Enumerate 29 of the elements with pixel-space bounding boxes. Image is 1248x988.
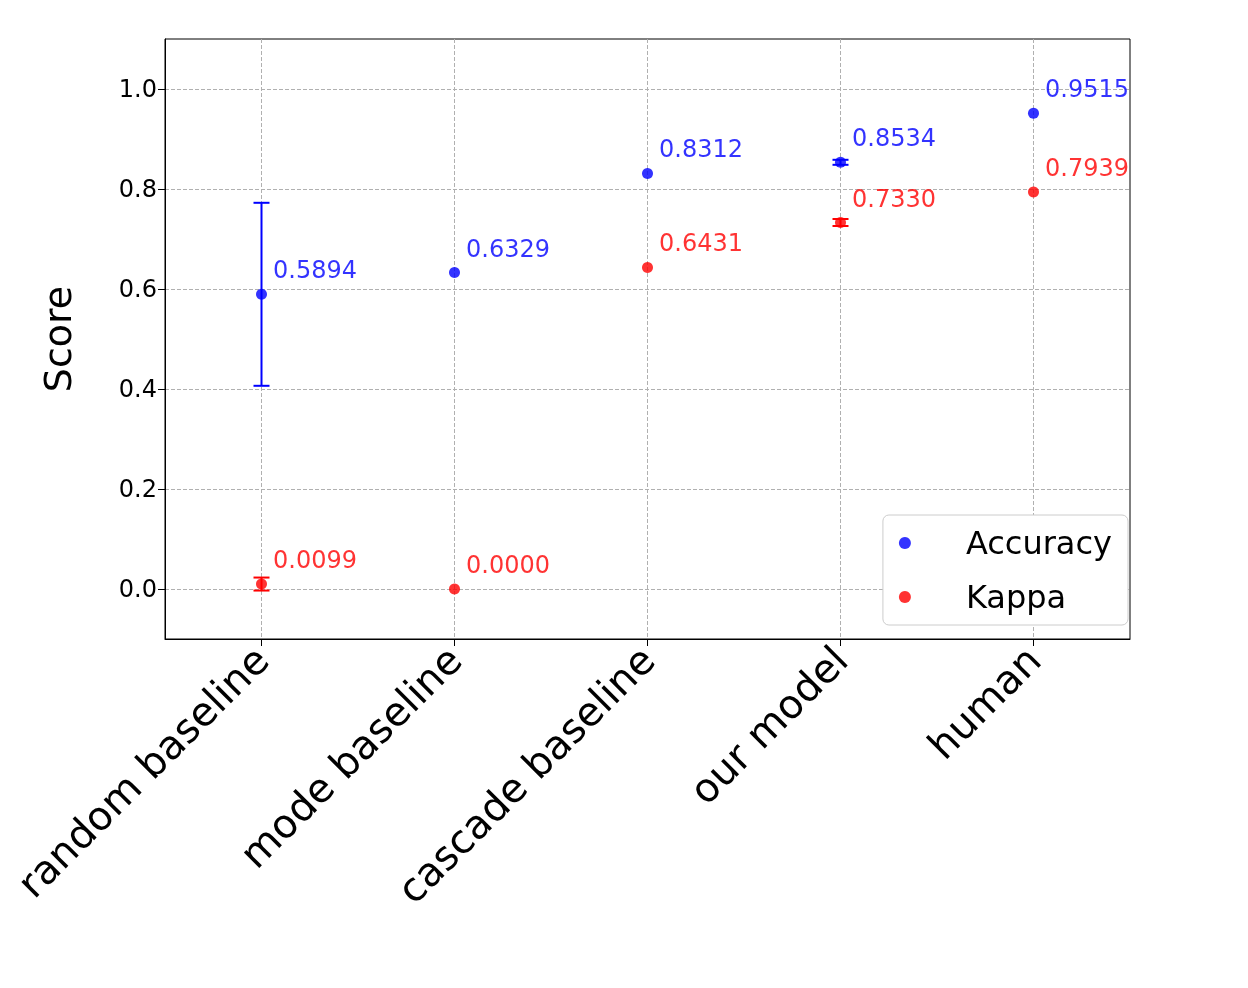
- y-tick-label: 0.6: [118, 275, 157, 303]
- point: [642, 167, 653, 179]
- data-label: 0.8534: [852, 124, 936, 153]
- y-tick-label: 0.0: [118, 575, 157, 603]
- data-label: 0.6329: [466, 234, 550, 263]
- data-label: 0.6431: [659, 229, 743, 258]
- legend-label: Kappa: [965, 578, 1067, 616]
- data-label: 0.8312: [659, 135, 743, 164]
- point: [835, 217, 846, 228]
- point: [256, 288, 267, 300]
- data-label: 0.7939: [1045, 154, 1129, 183]
- point: [449, 267, 460, 279]
- point: [1028, 107, 1039, 119]
- y-tick-label: 0.4: [118, 375, 157, 403]
- y-tick-label: 0.2: [118, 475, 157, 503]
- y-tick-label: 1.0: [118, 75, 157, 103]
- y-axis-title: Score: [36, 285, 80, 393]
- point: [449, 583, 460, 595]
- data-label: 0.0000: [466, 551, 550, 579]
- legend-label: Accuracy: [965, 524, 1112, 562]
- data-label: 0.5894: [273, 256, 357, 285]
- data-label: 0.0099: [273, 546, 357, 575]
- data-label: 0.9515: [1045, 75, 1129, 104]
- y-tick-label: 0.8: [118, 175, 157, 203]
- point: [642, 261, 653, 273]
- data-label: 0.7330: [852, 184, 936, 213]
- point: [256, 578, 267, 590]
- point: [835, 156, 846, 168]
- point: [1028, 186, 1039, 198]
